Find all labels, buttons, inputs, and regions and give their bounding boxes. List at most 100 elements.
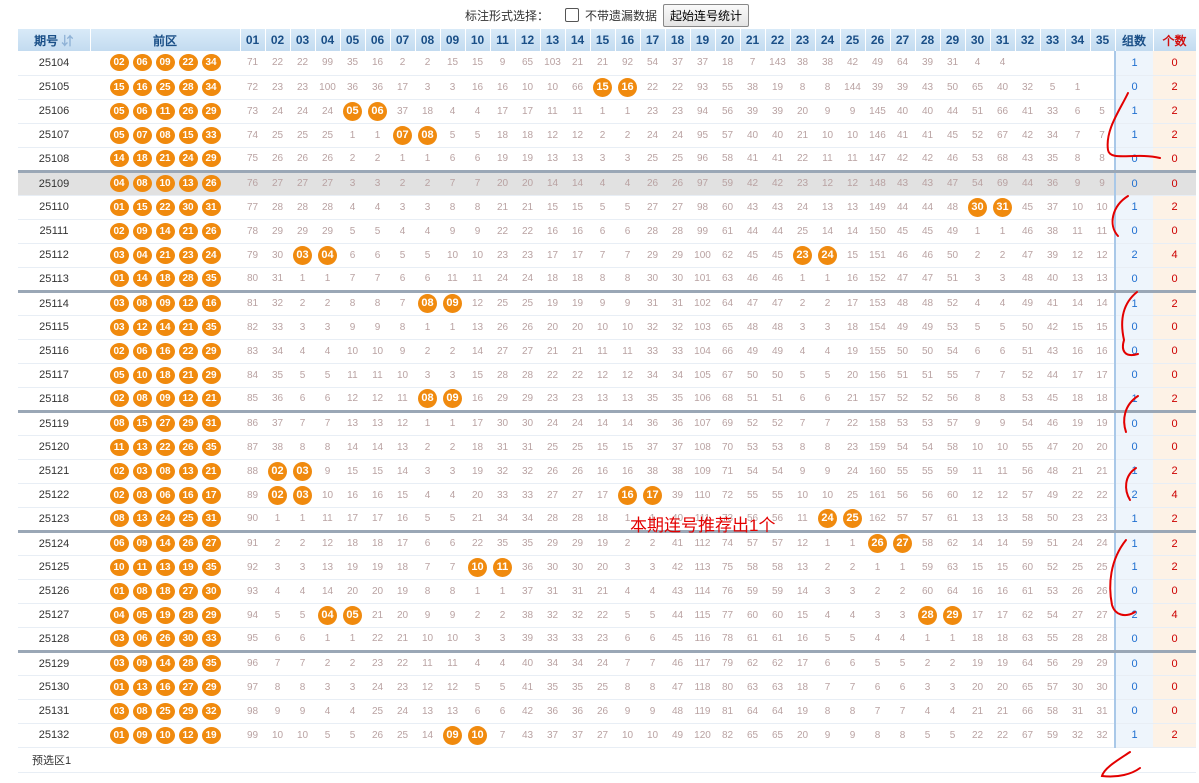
preselect-cell[interactable] — [640, 746, 665, 773]
preselect-cell[interactable] — [340, 746, 365, 773]
miss-count-cell: 58 — [1040, 699, 1065, 724]
preselect-cell[interactable] — [590, 746, 615, 773]
preselect-cell[interactable] — [290, 746, 315, 773]
miss-count-cell: 53 — [1040, 579, 1065, 604]
hit-ball: 09 — [443, 389, 462, 408]
preselect-cell[interactable] — [415, 746, 440, 773]
miss-count-cell: 105 — [690, 363, 715, 388]
miss-count-cell: 34 — [565, 649, 590, 676]
miss-count-cell: 28 — [565, 507, 590, 532]
miss-count-cell: 14 — [790, 579, 815, 604]
preselect-cell[interactable] — [465, 746, 490, 773]
miss-count-cell: 32 — [515, 459, 540, 484]
preselect-cell[interactable] — [540, 746, 565, 773]
no-miss-data-checkbox[interactable] — [565, 8, 580, 22]
number-header: 21 — [740, 29, 766, 51]
miss-count-cell: 15 — [790, 603, 815, 628]
consecutive-hit-cell: 08 — [415, 387, 440, 412]
miss-count-cell: 45 — [940, 123, 965, 148]
preselect-cell[interactable] — [665, 746, 690, 773]
consecutive-hit-cell: 23 — [790, 243, 815, 268]
miss-count-cell: 14 — [340, 435, 365, 460]
preselect-cell[interactable] — [715, 746, 740, 773]
preselect-cell[interactable] — [990, 746, 1015, 773]
miss-count-cell: 10 — [365, 339, 390, 364]
draw-ball: 02 — [109, 222, 129, 240]
preselect-cell[interactable] — [490, 746, 515, 773]
miss-count-cell: 47 — [1040, 435, 1065, 460]
preselect-cell[interactable] — [265, 746, 290, 773]
issue-number: 25105 — [18, 75, 90, 100]
preselect-cell[interactable] — [1115, 746, 1153, 773]
preselect-cell[interactable] — [690, 746, 715, 773]
miss-count-cell: 27 — [565, 483, 590, 508]
preselect-cell[interactable] — [965, 746, 990, 773]
preselect-cell[interactable] — [915, 746, 940, 773]
preselect-cell[interactable] — [1090, 746, 1115, 773]
draw-ball: 09 — [155, 390, 175, 407]
preselect-cell[interactable] — [940, 746, 965, 773]
issue-number: 25113 — [18, 267, 90, 292]
miss-count-cell: 1 — [965, 219, 990, 244]
miss-count-cell: 4 — [290, 579, 315, 604]
miss-count-cell: 5 — [440, 123, 465, 148]
hit-ball: 17 — [643, 485, 662, 505]
issue-number: 25120 — [18, 435, 90, 460]
preselect-cell[interactable] — [815, 746, 840, 773]
miss-count-cell: 26 — [1090, 579, 1115, 604]
preselect-cell[interactable] — [365, 746, 390, 773]
preselect-cell[interactable] — [240, 746, 265, 773]
preselect-cell[interactable] — [390, 746, 415, 773]
group-count-cell: 1 — [1114, 51, 1153, 76]
miss-count-cell: 4 — [390, 219, 415, 244]
miss-count-cell: 149 — [865, 195, 890, 220]
preselect-cell[interactable] — [1153, 746, 1196, 773]
miss-count-cell: 104 — [690, 339, 715, 364]
preselect-cell[interactable] — [615, 746, 640, 773]
miss-count-cell: 24 — [315, 99, 340, 124]
front-zone-balls: 08 15 27 29 31 — [90, 409, 240, 436]
preselect-cell[interactable] — [765, 746, 790, 773]
preselect-cell[interactable] — [740, 746, 765, 773]
preselect-cell[interactable] — [1015, 746, 1040, 773]
preselect-cell[interactable] — [315, 746, 340, 773]
issue-number: 25131 — [18, 699, 90, 724]
preselect-cell[interactable] — [515, 746, 540, 773]
miss-count-cell: 19 — [590, 529, 615, 556]
start-consecutive-stats-button[interactable]: 起始连号统计 — [663, 3, 750, 27]
number-header: 06 — [365, 29, 391, 51]
miss-count-cell: 7 — [790, 409, 815, 436]
miss-count-cell: 81 — [715, 699, 740, 724]
miss-count-cell: 156 — [865, 363, 890, 388]
sort-icon[interactable]: ⇵ — [61, 33, 74, 48]
miss-count-cell: 1 — [440, 409, 465, 436]
preselect-cell[interactable] — [790, 746, 815, 773]
front-zone-balls: 15 16 25 28 34 — [90, 75, 240, 100]
miss-count-cell: 6 — [815, 387, 840, 412]
miss-count-cell: 103 — [540, 51, 565, 76]
preselect-cell[interactable] — [565, 746, 590, 773]
preselect-cell[interactable] — [865, 746, 890, 773]
miss-count-cell: 12 — [840, 169, 865, 196]
miss-count-cell: 64 — [1015, 649, 1040, 676]
miss-count-cell: 6 — [365, 243, 390, 268]
preselect-cell[interactable] — [440, 746, 465, 773]
group-count-cell: 1 — [1114, 195, 1153, 220]
miss-count-cell: 71 — [240, 51, 265, 76]
issue-header[interactable]: 期号 ⇵ — [18, 29, 91, 51]
count-cell: 2 — [1153, 123, 1196, 148]
draw-ball: 35 — [201, 438, 221, 456]
miss-count-cell: 19 — [790, 699, 815, 724]
preselect-cell[interactable] — [90, 746, 240, 773]
miss-count-cell: 55 — [765, 483, 790, 508]
preselect-cell[interactable] — [1040, 746, 1065, 773]
miss-count-cell: 55 — [1015, 435, 1040, 460]
preselect-cell[interactable] — [840, 746, 865, 773]
front-zone-balls: 14 18 21 24 29 — [90, 147, 240, 172]
miss-count-cell: 7 — [440, 169, 465, 196]
preselect-cell[interactable] — [1065, 746, 1090, 773]
miss-count-cell: 58 — [1015, 507, 1040, 532]
miss-count-cell: 57 — [915, 507, 940, 532]
preselect-cell[interactable] — [890, 746, 915, 773]
miss-count-cell: 3 — [640, 555, 665, 580]
